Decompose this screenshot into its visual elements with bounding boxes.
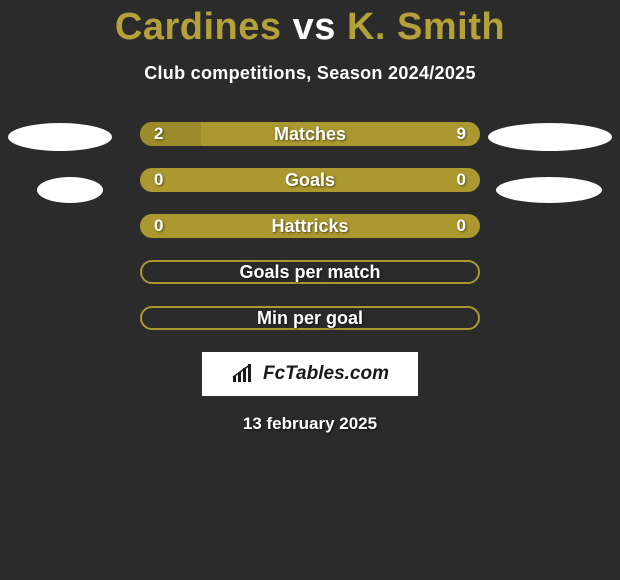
- subtitle: Club competitions, Season 2024/2025: [0, 63, 620, 84]
- stat-right-value: 0: [457, 214, 466, 238]
- bars-icon: [231, 364, 257, 384]
- vs-text: vs: [293, 6, 336, 48]
- ellipse-decor: [488, 123, 612, 151]
- brand-badge: FcTables.com: [202, 352, 418, 396]
- bar-empty: [140, 260, 480, 284]
- stat-left-value: 0: [154, 214, 163, 238]
- stat-row-gpm: Goals per match: [140, 260, 480, 284]
- stat-right-value: 9: [457, 122, 466, 146]
- ellipse-decor: [496, 177, 602, 203]
- brand-text: FcTables.com: [263, 363, 389, 385]
- stat-left-value: 2: [154, 122, 163, 146]
- stat-right-value: 0: [457, 168, 466, 192]
- bar-empty: [140, 306, 480, 330]
- stat-row-matches: 2 9 Matches: [140, 122, 480, 146]
- stat-row-hattricks: 0 0 Hattricks: [140, 214, 480, 238]
- bar-fill-left: [140, 122, 201, 146]
- page-title: Cardines vs K. Smith: [0, 0, 620, 49]
- ellipse-decor: [37, 177, 103, 203]
- player2-name: K. Smith: [347, 6, 505, 48]
- player1-name: Cardines: [115, 6, 282, 48]
- bar-bg: [140, 214, 480, 238]
- footer-date: 13 february 2025: [0, 414, 620, 434]
- stat-row-mpg: Min per goal: [140, 306, 480, 330]
- ellipse-decor: [8, 123, 112, 151]
- stat-left-value: 0: [154, 168, 163, 192]
- stats-panel: 2 9 Matches 0 0 Goals 0 0 Hattricks Goal…: [0, 122, 620, 434]
- bar-bg: [140, 168, 480, 192]
- stat-row-goals: 0 0 Goals: [140, 168, 480, 192]
